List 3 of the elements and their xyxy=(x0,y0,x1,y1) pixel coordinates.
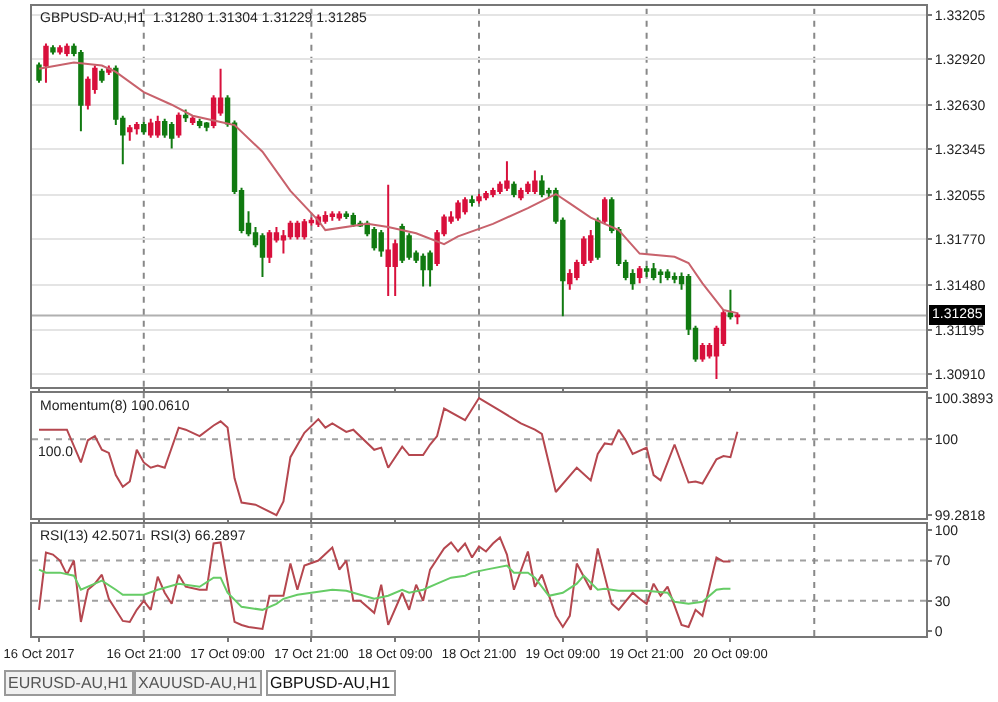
text: GBPUSD-AU,H1 xyxy=(270,674,392,692)
text: XAUUSD-AU,H1 xyxy=(138,674,259,692)
text: EURUSD-AU,H1 xyxy=(8,674,130,692)
